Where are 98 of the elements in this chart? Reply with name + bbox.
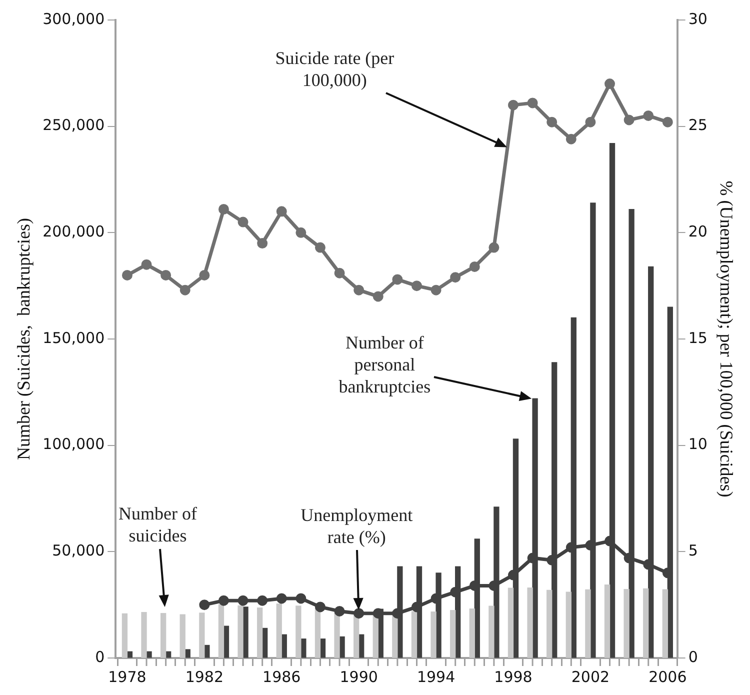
point (392, 274, 403, 285)
y2-tick-label: 30 (688, 10, 708, 28)
point (450, 586, 461, 598)
point (141, 259, 152, 270)
y-tick-label: 250,000 (42, 116, 105, 134)
bar (604, 584, 610, 658)
point (430, 593, 442, 604)
point (469, 261, 480, 272)
point (334, 268, 345, 278)
x-tick-label: 2002 (571, 668, 610, 686)
point (199, 270, 210, 280)
y-tick-label: 300,000 (42, 10, 105, 28)
y-tick-label: 200,000 (42, 222, 105, 241)
bar (469, 608, 475, 658)
point (450, 272, 461, 283)
point (180, 284, 190, 296)
point (624, 552, 634, 564)
bar (624, 588, 630, 658)
x-tick-label: 1978 (108, 668, 146, 686)
annotation: Number of personal bankruptcies (338, 332, 431, 397)
annotation: Number of suicides (118, 504, 197, 546)
point (296, 593, 306, 604)
y2-tick-label: 5 (688, 542, 698, 560)
x-tick-label: 1986 (262, 668, 301, 686)
point (276, 206, 287, 217)
bar (141, 612, 147, 658)
point (218, 204, 229, 215)
point (488, 580, 500, 591)
point (257, 238, 268, 249)
point (314, 602, 326, 612)
point (199, 600, 210, 610)
point (546, 116, 558, 128)
bar (184, 649, 190, 658)
x-tick-label: 1998 (494, 668, 532, 686)
bar (643, 588, 649, 658)
x-tick-label: 1994 (416, 668, 456, 686)
annotation: Unemployment rate (%) (300, 504, 413, 547)
point (488, 242, 500, 253)
point (643, 559, 654, 570)
y-axis-title: Number (Suicides, bankruptcies) (14, 218, 34, 460)
x-tick-label: 1982 (185, 668, 224, 686)
bar (662, 589, 668, 658)
point (527, 98, 538, 108)
point (238, 216, 248, 228)
point (238, 595, 248, 606)
bar (527, 587, 533, 658)
point (218, 595, 229, 606)
point (430, 284, 442, 296)
point (604, 78, 616, 90)
y2-tick-label: 10 (688, 435, 708, 454)
x-tick-label: 2006 (648, 668, 687, 686)
y-tick-label: 150,000 (42, 328, 105, 347)
bar (276, 603, 282, 658)
point (296, 227, 306, 238)
bar (450, 610, 456, 658)
annotation: Suicide rate (per 100,000) (275, 48, 394, 90)
point (585, 116, 596, 128)
y2-axis-title: % (Unemployment); per 100,000 (Suicides) (716, 180, 736, 498)
point (643, 110, 654, 121)
point (122, 270, 132, 280)
point (624, 114, 634, 126)
point (276, 593, 287, 604)
bar (122, 613, 128, 658)
y2-tick-label: 25 (688, 116, 708, 134)
bar (296, 606, 302, 658)
point (160, 270, 172, 280)
y-tick-label: 100,000 (42, 435, 105, 454)
bar (508, 588, 514, 658)
bar (546, 590, 552, 658)
y2-tick-label: 15 (688, 328, 708, 347)
point (257, 595, 268, 606)
point (354, 608, 364, 619)
y-tick-label: 0 (95, 648, 105, 666)
point (508, 100, 518, 110)
bar (218, 604, 224, 658)
y-tick-label: 50,000 (52, 542, 105, 560)
bar (488, 606, 494, 658)
point (662, 116, 673, 128)
y2-tick-label: 20 (688, 222, 708, 241)
point (372, 291, 384, 302)
point (392, 608, 403, 619)
bar (160, 613, 166, 658)
bar (430, 612, 436, 658)
bar (566, 592, 572, 658)
bar (314, 607, 321, 658)
point (546, 554, 558, 566)
point (411, 280, 422, 292)
bar (256, 607, 263, 658)
bar (238, 605, 244, 658)
y2-tick-label: 0 (688, 648, 698, 666)
bar (585, 589, 591, 658)
bar (180, 614, 186, 658)
point (354, 284, 364, 296)
point (314, 242, 326, 253)
point (566, 134, 576, 144)
bar (199, 612, 205, 658)
point (334, 606, 345, 616)
x-tick-label: 1990 (340, 668, 378, 686)
